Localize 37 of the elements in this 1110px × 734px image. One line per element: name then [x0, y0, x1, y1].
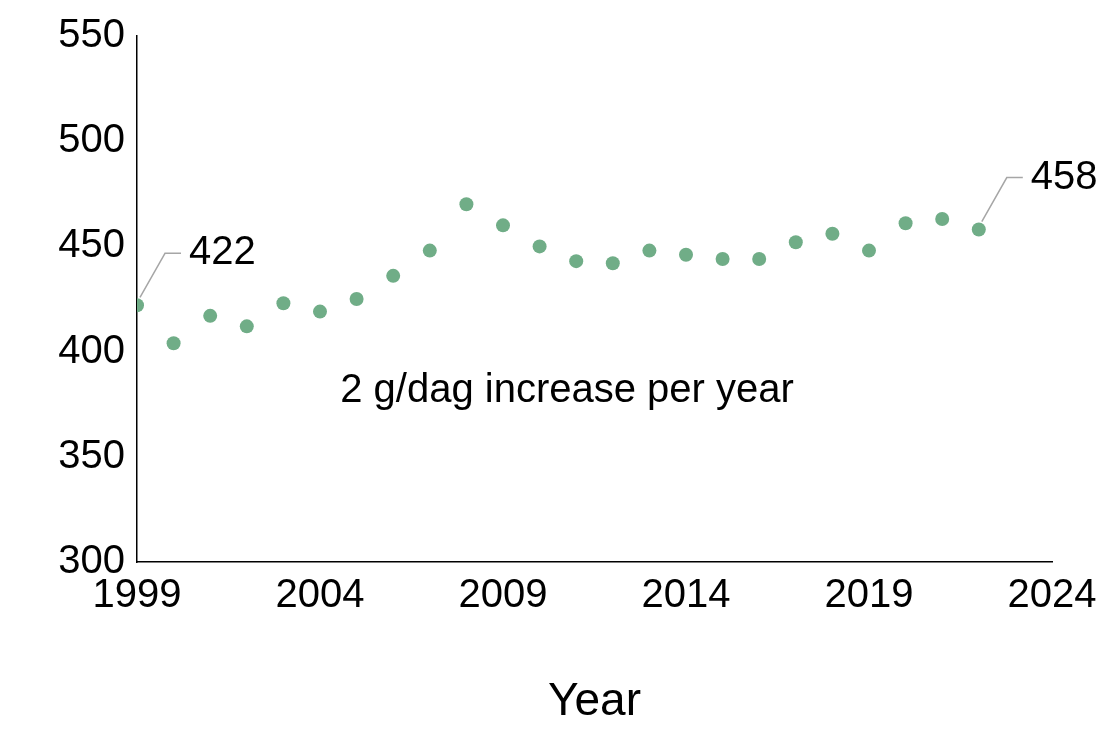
point: [239, 319, 254, 334]
point: [605, 256, 620, 271]
point: [788, 235, 803, 250]
point: [203, 308, 218, 323]
point: [935, 212, 950, 227]
point: [569, 254, 584, 269]
point: [313, 304, 327, 319]
point: [825, 226, 840, 241]
point: [532, 239, 547, 254]
y-tick-label: 400: [58, 326, 125, 371]
annotation: 2 g/dag increase per year: [340, 366, 794, 411]
point: [752, 252, 767, 267]
point: [496, 218, 510, 233]
y-tick-label: 500: [58, 116, 125, 161]
data-label: 422: [189, 228, 256, 273]
x-axis-title: Year: [548, 673, 641, 726]
point: [971, 222, 986, 237]
point: [166, 336, 181, 351]
x-tick-label: 2014: [641, 571, 731, 616]
y-tick-label: 450: [58, 221, 125, 266]
point: [679, 247, 693, 262]
point: [386, 268, 401, 283]
x-tick-label: 2019: [824, 571, 914, 616]
point: [422, 243, 437, 258]
data-label: 458: [1030, 152, 1098, 197]
point: [459, 197, 474, 212]
point: [715, 252, 730, 267]
y-tick-label: 550: [58, 11, 125, 56]
point: [349, 292, 364, 306]
x-tick-label: 2024: [1007, 571, 1097, 616]
point: [862, 243, 876, 258]
x-tick-label: 2004: [275, 571, 365, 616]
y-tick-label: 350: [58, 431, 125, 476]
point: [642, 243, 657, 258]
point: [898, 216, 913, 231]
point: [276, 296, 291, 311]
x-tick-label: 2009: [458, 571, 548, 616]
